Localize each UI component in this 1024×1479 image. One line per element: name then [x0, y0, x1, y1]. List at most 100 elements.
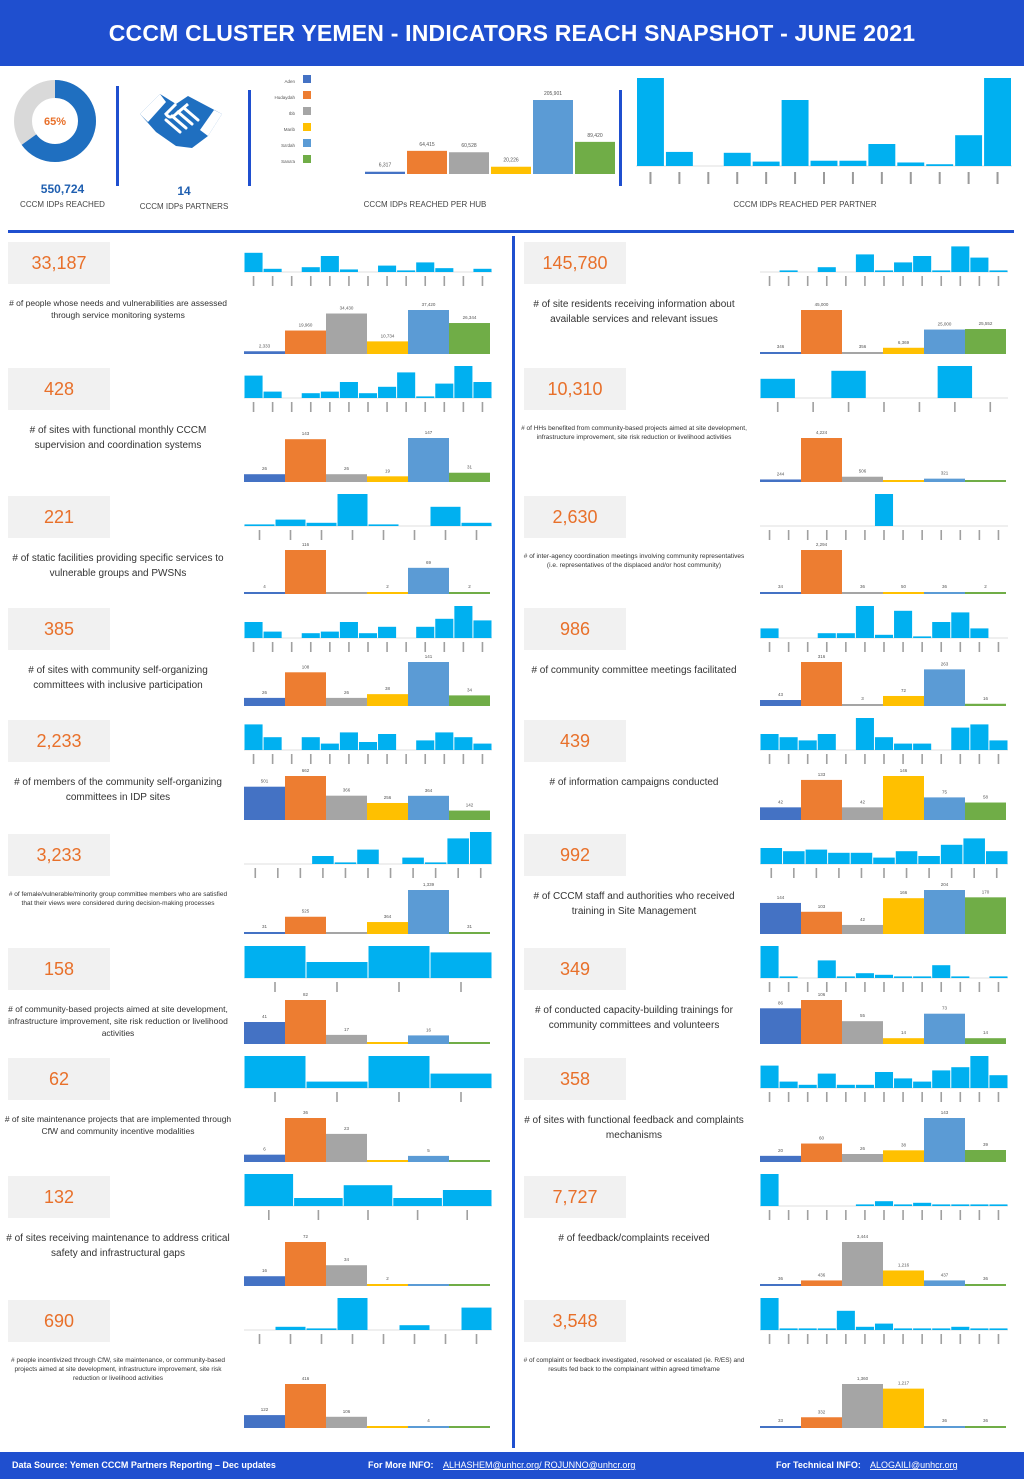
tick-label-mark — [268, 1210, 270, 1220]
tick-label-mark — [320, 1334, 323, 1344]
legend-label: Aden — [284, 79, 295, 84]
partner-mini-bar — [416, 740, 435, 750]
tick-label-mark — [794, 172, 797, 184]
tick-label-mark — [336, 982, 338, 992]
hub-mini-chart: 43 316 3 72 263 16 — [760, 654, 1006, 706]
partner-mini-bar — [855, 1084, 874, 1088]
tech-info-link[interactable]: ALOGAILI@unhcr.org — [870, 1460, 958, 1470]
hub-mini-label: 170 — [982, 889, 990, 894]
hub-mini-bar — [801, 779, 842, 820]
indicator-value: 3,548 — [524, 1300, 626, 1342]
column-divider — [512, 236, 515, 1448]
tick-label-mark — [851, 172, 854, 184]
hub-mini-bar — [924, 669, 965, 706]
hub-mini-bar — [449, 810, 490, 820]
partner-mini-bar — [817, 267, 836, 272]
partner-mini-bar — [989, 270, 1008, 272]
partner-mini-bar — [932, 622, 951, 638]
partner-bar — [839, 160, 867, 166]
hub-bar — [407, 150, 447, 174]
partner-bar — [723, 152, 751, 166]
tick-label-mark — [864, 754, 866, 764]
partner-mini-bar — [779, 1081, 798, 1088]
tick-label-mark — [847, 402, 850, 412]
partner-mini-bar — [301, 633, 320, 638]
hub-mini-label: 437 — [941, 1272, 949, 1277]
tick-label-mark — [386, 754, 388, 764]
tick-label-mark — [768, 754, 771, 764]
tick-label-mark — [252, 402, 255, 412]
partner-mini-bar — [932, 1070, 951, 1088]
partner-mini-chart — [760, 606, 1008, 652]
partner-mini-bar — [378, 734, 397, 750]
tick-label-mark — [883, 642, 885, 652]
more-info-links[interactable]: ALHASHEM@unhcr.org/ ROJUNNO@unhcr.org — [443, 1460, 636, 1470]
partner-mini-bar — [932, 1328, 951, 1330]
hub-mini-label: 4 — [427, 1418, 430, 1423]
hub-mini-label: 42 — [778, 799, 784, 804]
tick-label-mark — [274, 982, 276, 992]
tick-label-mark — [348, 754, 350, 764]
hub-mini-label: 31 — [467, 924, 473, 929]
hub-mini-bar — [760, 1008, 801, 1044]
partner-mini-bar — [343, 1185, 393, 1206]
legend-label: Sana'a — [281, 159, 295, 164]
tick-label-mark — [883, 1334, 885, 1344]
tick-label-mark — [825, 530, 828, 540]
hub-mini-bar — [924, 478, 965, 482]
tick-label-mark — [883, 982, 885, 992]
partner-mini-bar — [874, 494, 894, 526]
hub-mini-label: 5 — [427, 1148, 430, 1153]
partner-mini-bar — [320, 256, 339, 272]
hub-mini-bar — [449, 1426, 490, 1428]
hub-mini-bar — [801, 911, 842, 934]
partner-mini-bar — [320, 391, 339, 398]
hub-mini-bar — [244, 1154, 285, 1162]
tick-label-mark — [997, 1092, 1000, 1102]
indicator-panel: 33,187 # of people whose needs and vulner… — [8, 236, 498, 362]
partner-mini-bar — [989, 1204, 1008, 1206]
tick-label-mark — [274, 1092, 276, 1102]
hub-mini-label: 26 — [344, 466, 350, 471]
hub-mini-bar — [326, 1416, 367, 1428]
partner-mini-bar — [430, 1073, 492, 1088]
tick-label-mark — [959, 1334, 962, 1344]
tick-label-mark — [329, 642, 331, 652]
partner-mini-bar — [798, 1328, 817, 1330]
partner-mini-bar — [263, 391, 282, 398]
tick-label-mark — [996, 172, 999, 184]
hub-mini-bar — [760, 1284, 801, 1286]
partner-mini-chart — [244, 252, 492, 286]
partner-mini-bar — [339, 269, 358, 272]
tick-label-mark — [787, 530, 790, 540]
partner-mini-bar — [951, 727, 970, 750]
tick-label-mark — [902, 1334, 904, 1344]
partner-mini-bar — [397, 372, 416, 398]
partner-mini-bar — [951, 1326, 970, 1330]
tick-label-mark — [921, 530, 923, 540]
hub-mini-label: 1,339 — [423, 882, 435, 887]
partner-bar — [926, 164, 954, 166]
hub-mini-bar — [326, 932, 367, 934]
tick-label-mark — [909, 172, 912, 184]
partner-mini-bar — [430, 952, 492, 978]
partner-mini-bar — [932, 965, 951, 978]
indicator-description: # of sites with functional monthly CCCM … — [29, 425, 207, 451]
tick-label-mark — [768, 982, 771, 992]
hub-mini-label: 14 — [983, 1030, 989, 1035]
partner-mini-bar — [301, 393, 320, 398]
tick-label-mark — [382, 1334, 385, 1344]
tick-label-mark — [793, 868, 795, 878]
tick-label-mark — [770, 868, 773, 878]
hub-mini-bar — [449, 695, 490, 706]
indicator-value: 62 — [8, 1058, 110, 1100]
partner-mini-bar — [940, 844, 963, 864]
hub-mini-label: 38 — [385, 686, 391, 691]
tick-label-mark — [845, 1210, 847, 1220]
hub-mini-label: 316 — [818, 654, 826, 659]
more-info-label: For More INFO: — [368, 1460, 434, 1470]
partner-mini-bar — [760, 848, 783, 864]
partner-mini-bar — [339, 622, 358, 638]
hub-mini-label: 26 — [860, 1146, 866, 1151]
partner-mini-bar — [779, 976, 798, 978]
